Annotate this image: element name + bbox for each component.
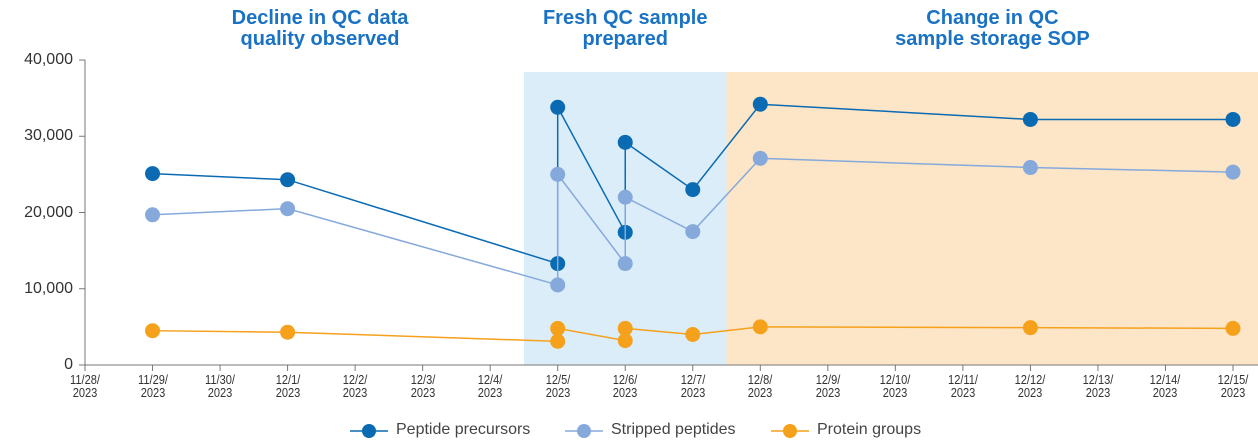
x-tick-label: 12/10/ 2023 xyxy=(879,372,911,400)
data-point xyxy=(617,256,633,272)
y-tick-label: 10,000 xyxy=(24,279,73,297)
data-point xyxy=(685,224,701,240)
data-point xyxy=(685,327,701,342)
annotation: Change in QC sample storage SOP xyxy=(895,7,1090,50)
legend-swatch-dot xyxy=(362,424,376,438)
x-tick-label: 12/8/ 2023 xyxy=(747,372,773,400)
data-point xyxy=(685,182,701,198)
x-tick-label: 12/13/ 2023 xyxy=(1082,372,1114,400)
data-point xyxy=(752,96,768,112)
x-tick-label: 12/5/ 2023 xyxy=(545,372,570,400)
data-point xyxy=(1225,320,1241,336)
data-point xyxy=(280,324,296,340)
data-point xyxy=(280,172,296,188)
legend-swatch-dot xyxy=(577,424,591,438)
x-tick-label: 11/29/ 2023 xyxy=(137,372,168,400)
x-tick-label: 12/6/ 2023 xyxy=(612,372,638,400)
y-tick-label: 30,000 xyxy=(24,127,73,145)
shaded-region xyxy=(726,72,1258,365)
x-tick-label: 11/28/ 2023 xyxy=(70,372,100,400)
x-tick-label: 12/2/ 2023 xyxy=(342,372,368,400)
legend-label: Protein groups xyxy=(817,421,922,438)
x-tick-label: 12/14/ 2023 xyxy=(1150,372,1181,400)
data-point xyxy=(550,99,566,115)
data-point xyxy=(1225,111,1241,127)
legend-label: Stripped peptides xyxy=(611,421,736,438)
data-point xyxy=(550,277,566,293)
series-line xyxy=(152,157,1234,286)
data-point xyxy=(550,333,566,349)
x-tick-label: 12/7/ 2023 xyxy=(680,372,706,400)
data-point xyxy=(617,134,633,150)
y-tick-label: 20,000 xyxy=(24,203,73,221)
x-tick-label: 12/12/ 2023 xyxy=(1015,372,1046,400)
data-point xyxy=(1022,160,1038,176)
data-point xyxy=(1022,111,1038,127)
data-point xyxy=(550,166,566,182)
x-tick-label: 12/3/ 2023 xyxy=(410,372,435,400)
data-point xyxy=(145,207,161,223)
series-line xyxy=(152,103,1233,265)
data-point xyxy=(145,323,161,339)
x-tick-label: 12/9/ 2023 xyxy=(815,372,841,400)
x-tick-label: 11/30/ 2023 xyxy=(205,372,236,400)
data-point xyxy=(752,319,768,335)
x-tick-label: 12/11/ 2023 xyxy=(947,372,978,400)
data-point xyxy=(145,166,161,182)
data-point xyxy=(1022,320,1038,336)
data-point xyxy=(617,333,633,349)
x-tick-label: 12/1/ 2023 xyxy=(275,372,300,400)
x-tick-label: 12/15/ 2023 xyxy=(1217,372,1249,400)
legend-swatch-dot xyxy=(783,424,797,438)
data-point xyxy=(1225,164,1241,180)
data-point xyxy=(752,150,768,166)
annotation: Fresh QC sample prepared xyxy=(542,7,708,50)
x-tick-label: 12/4/ 2023 xyxy=(477,372,503,400)
data-point xyxy=(617,189,633,205)
legend-label: Peptide precursors xyxy=(396,421,531,438)
data-point xyxy=(617,320,633,336)
annotation: Decline in QC data quality observed xyxy=(231,7,409,50)
data-point xyxy=(280,201,296,217)
y-tick-label: 40,000 xyxy=(24,51,73,68)
y-tick-label: 0 xyxy=(64,356,73,373)
data-point xyxy=(550,320,566,336)
